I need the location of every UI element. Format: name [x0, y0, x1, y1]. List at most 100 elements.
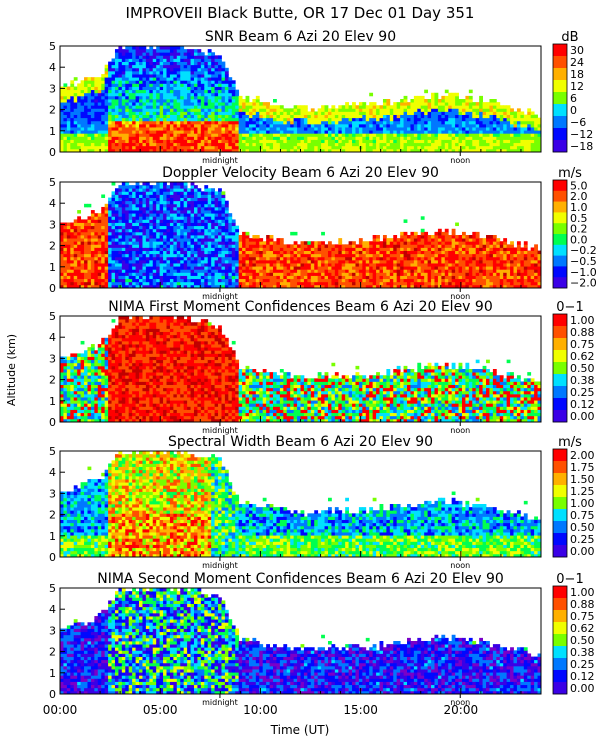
- heatmap-cell: [70, 229, 74, 233]
- heatmap-cell: [287, 260, 291, 264]
- heatmap-cell: [514, 136, 518, 140]
- heatmap-cell: [208, 207, 212, 211]
- heatmap-cell: [507, 133, 511, 137]
- heatmap-cell: [153, 77, 157, 81]
- heatmap-cell: [270, 127, 274, 131]
- heatmap-cell: [163, 235, 167, 239]
- heatmap-cell: [180, 219, 184, 223]
- heatmap-cell: [112, 83, 116, 87]
- heatmap-cell: [142, 251, 146, 255]
- heatmap-cell: [160, 52, 164, 56]
- heatmap-cell: [256, 99, 260, 103]
- heatmap-cell: [142, 62, 146, 66]
- heatmap-cell: [98, 235, 102, 239]
- heatmap-cell: [318, 272, 322, 276]
- heatmap-cell: [153, 282, 157, 286]
- heatmap-cell: [170, 282, 174, 286]
- heatmap-cell: [321, 115, 325, 119]
- heatmap-cell: [239, 272, 243, 276]
- heatmap-cell: [87, 124, 91, 128]
- heatmap-cell: [283, 133, 287, 137]
- heatmap-cell: [465, 146, 469, 150]
- heatmap-cell: [201, 108, 205, 112]
- heatmap-cell: [239, 235, 243, 239]
- heatmap-cell: [211, 244, 215, 248]
- heatmap-cell: [153, 52, 157, 56]
- heatmap-cell: [163, 219, 167, 223]
- heatmap-cell: [472, 102, 476, 106]
- heatmap-cell: [304, 260, 308, 264]
- heatmap-cell: [139, 257, 143, 261]
- heatmap-cell: [276, 108, 280, 112]
- heatmap-cell: [215, 118, 219, 122]
- heatmap-cell: [246, 108, 250, 112]
- heatmap-cell: [201, 191, 205, 195]
- heatmap-cell: [362, 146, 366, 150]
- heatmap-cell: [63, 124, 67, 128]
- heatmap-cell: [136, 185, 140, 189]
- heatmap-cell: [173, 115, 177, 119]
- heatmap-cell: [228, 90, 232, 94]
- heatmap-cell: [132, 266, 136, 270]
- heatmap-cell: [496, 121, 500, 125]
- heatmap-cell: [218, 188, 222, 192]
- heatmap-cell: [136, 136, 140, 140]
- heatmap-cell: [383, 127, 387, 131]
- heatmap-cell: [118, 130, 122, 134]
- heatmap-cell: [170, 235, 174, 239]
- heatmap-cell: [283, 108, 287, 112]
- heatmap-cell: [125, 235, 129, 239]
- heatmap-cell: [194, 226, 198, 230]
- heatmap-cell: [438, 133, 442, 137]
- heatmap-cell: [184, 276, 188, 280]
- heatmap-cell: [129, 194, 133, 198]
- heatmap-cell: [318, 111, 322, 115]
- heatmap-cell: [67, 108, 71, 112]
- heatmap-cell: [125, 216, 129, 220]
- heatmap-cell: [404, 121, 408, 125]
- heatmap-cell: [242, 254, 246, 258]
- heatmap-cell: [146, 146, 150, 150]
- heatmap-cell: [170, 58, 174, 62]
- heatmap-cell: [225, 272, 229, 276]
- heatmap-cell: [156, 87, 160, 91]
- heatmap-cell: [101, 232, 105, 236]
- heatmap-cell: [273, 99, 277, 103]
- heatmap-cell: [383, 102, 387, 106]
- heatmap-cell: [112, 146, 116, 150]
- heatmap-cell: [81, 244, 85, 248]
- heatmap-cell: [218, 102, 222, 106]
- heatmap-cell: [101, 244, 105, 248]
- heatmap-cell: [184, 124, 188, 128]
- heatmap-cell: [531, 118, 535, 122]
- heatmap-cell: [249, 272, 253, 276]
- heatmap-cell: [125, 83, 129, 87]
- heatmap-cell: [197, 191, 201, 195]
- heatmap-cell: [434, 99, 438, 103]
- heatmap-cell: [331, 118, 335, 122]
- heatmap-cell: [510, 127, 514, 131]
- heatmap-cell: [101, 115, 105, 119]
- heatmap-cell: [87, 276, 91, 280]
- heatmap-cell: [218, 235, 222, 239]
- heatmap-cell: [132, 232, 136, 236]
- heatmap-cell: [383, 99, 387, 103]
- heatmap-cell: [434, 111, 438, 115]
- heatmap-cell: [380, 143, 384, 147]
- heatmap-cell: [122, 210, 126, 214]
- heatmap-cell: [410, 111, 414, 115]
- heatmap-cell: [167, 251, 171, 255]
- heatmap-cell: [249, 244, 253, 248]
- heatmap-cell: [105, 223, 109, 227]
- heatmap-cell: [280, 105, 284, 109]
- heatmap-cell: [208, 235, 212, 239]
- heatmap-cell: [362, 105, 366, 109]
- heatmap-cell: [139, 191, 143, 195]
- heatmap-cell: [400, 133, 404, 137]
- heatmap-cell: [136, 46, 140, 50]
- heatmap-cell: [94, 121, 98, 125]
- heatmap-cell: [112, 263, 116, 267]
- heatmap-cell: [352, 130, 356, 134]
- heatmap-cell: [376, 133, 380, 137]
- heatmap-cell: [112, 269, 116, 273]
